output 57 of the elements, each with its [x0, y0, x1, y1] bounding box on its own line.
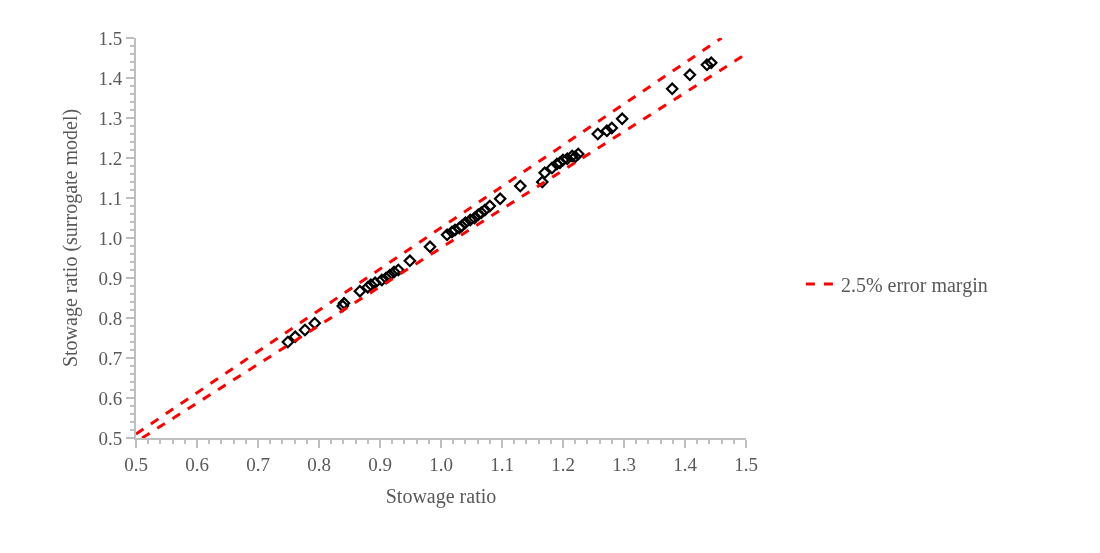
x-axis-title: Stowage ratio	[385, 484, 497, 508]
point	[615, 112, 629, 126]
x-tick-label: 1.2	[551, 453, 575, 475]
point	[605, 121, 619, 135]
point	[483, 199, 497, 213]
point	[538, 166, 551, 180]
x-tick-label: 1.3	[612, 453, 636, 475]
y-tick-label: 1.5	[98, 27, 123, 49]
point	[535, 175, 549, 189]
point	[665, 82, 679, 96]
x-tick-label: 1.5	[734, 453, 758, 475]
y-tick-label: 0.6	[98, 387, 123, 409]
point	[423, 240, 437, 254]
point	[298, 323, 312, 337]
y-tick-label: 1.4	[98, 67, 123, 89]
y-tick-label: 1.1	[98, 187, 123, 209]
point	[591, 127, 605, 141]
point	[392, 263, 405, 277]
point	[375, 273, 389, 287]
x-tick-label: 1.1	[490, 453, 514, 475]
point	[281, 335, 295, 349]
point	[353, 284, 367, 298]
y-tick-label: 0.9	[98, 267, 123, 289]
point	[459, 216, 472, 230]
point	[288, 330, 302, 344]
x-tick-label: 1.4	[673, 453, 698, 475]
y-tick-label: 0.7	[98, 347, 123, 369]
point	[468, 211, 481, 225]
y-tick-label: 1.0	[98, 227, 123, 249]
y-tick-label: 0.8	[98, 307, 123, 329]
x-tick-label: 1.0	[429, 453, 453, 475]
point	[600, 124, 614, 138]
point	[440, 228, 454, 242]
legend-label: 2.5% error margin	[840, 273, 988, 297]
point	[700, 58, 714, 72]
point	[368, 276, 382, 290]
point	[560, 152, 574, 166]
point	[379, 271, 393, 285]
x-tick-label: 0.8	[307, 453, 331, 475]
point	[704, 56, 718, 70]
y-tick-label: 1.3	[98, 107, 123, 129]
point	[403, 254, 417, 268]
point	[308, 316, 322, 330]
point	[514, 179, 527, 193]
y-tick-label: 0.5	[98, 427, 123, 449]
point	[683, 68, 697, 82]
x-tick-label: 0.5	[124, 453, 148, 475]
y-tick-label: 1.2	[98, 147, 123, 169]
x-tick-label: 0.6	[185, 453, 209, 475]
point	[463, 213, 477, 227]
point	[493, 192, 507, 206]
x-tick-label: 0.9	[368, 453, 392, 475]
point	[545, 161, 559, 175]
y-axis-title: Stowage ratio (surrogate model)	[59, 108, 83, 368]
point	[383, 268, 397, 282]
x-tick-label: 0.7	[246, 453, 270, 475]
point	[387, 265, 401, 279]
